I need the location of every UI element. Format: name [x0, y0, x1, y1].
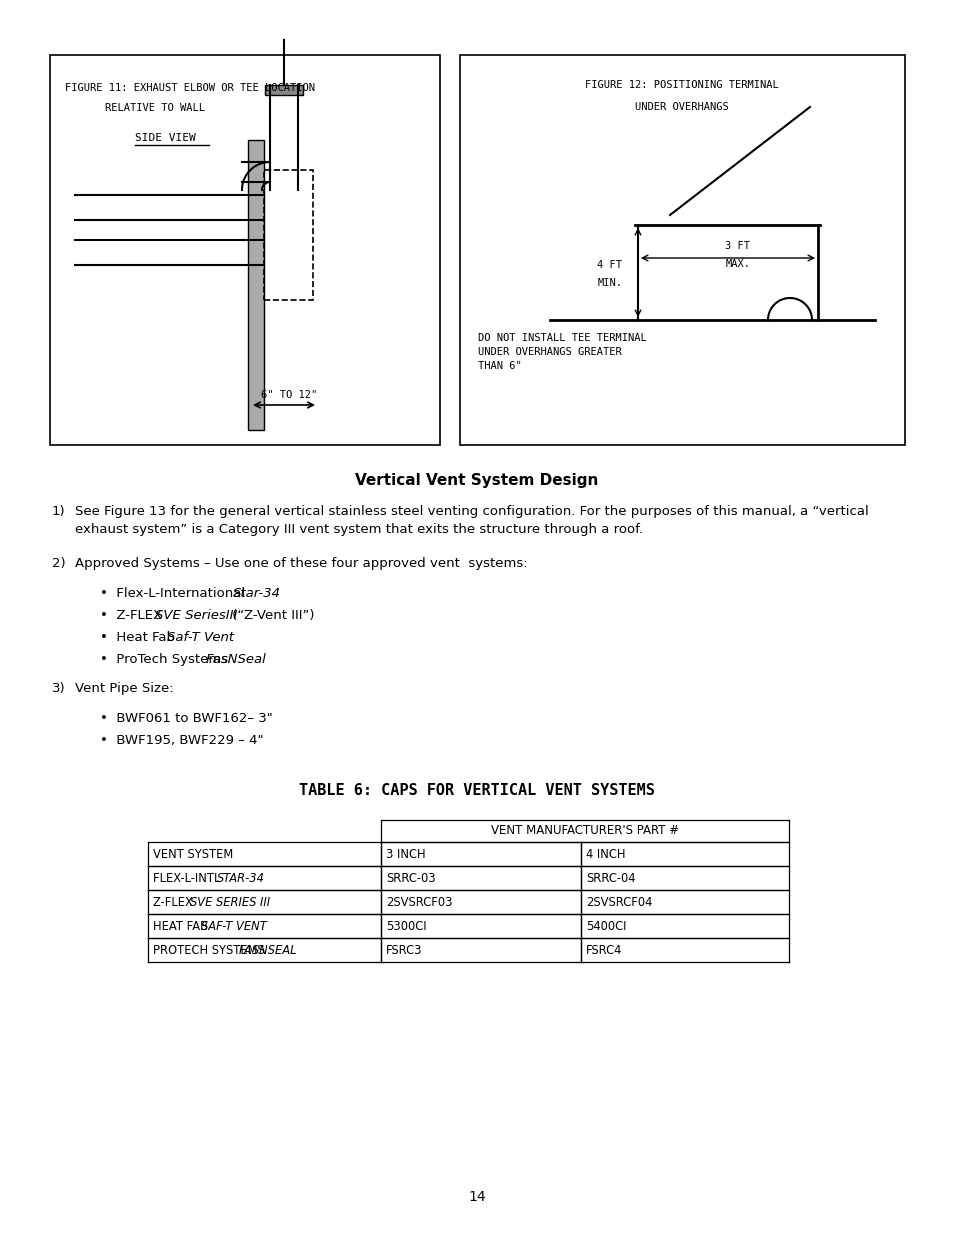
Bar	[50, 56, 439, 445]
Text: Saf-T Vent: Saf-T Vent	[167, 631, 233, 643]
Text: 4 FT: 4 FT	[597, 261, 622, 270]
Text: Z-FLEX: Z-FLEX	[152, 895, 196, 909]
Bar	[264, 170, 313, 300]
Text: MIN.: MIN.	[597, 278, 622, 288]
Text: •  BWF061 to BWF162– 3": • BWF061 to BWF162– 3"	[100, 713, 273, 725]
Text: HEAT FAB: HEAT FAB	[152, 920, 212, 932]
Text: 1): 1)	[52, 505, 66, 517]
Text: 3): 3)	[52, 682, 66, 695]
Text: 2SVSRCF04: 2SVSRCF04	[585, 895, 652, 909]
Text: PROTECH SYSTEMS: PROTECH SYSTEMS	[152, 944, 268, 956]
Text: DO NOT INSTALL TEE TERMINAL
UNDER OVERHANGS GREATER
THAN 6": DO NOT INSTALL TEE TERMINAL UNDER OVERHA…	[477, 333, 646, 370]
Text: UNDER OVERHANGS: UNDER OVERHANGS	[635, 103, 728, 112]
Text: Vertical Vent System Design: Vertical Vent System Design	[355, 473, 598, 488]
Text: •  Flex-L-International: • Flex-L-International	[100, 587, 249, 600]
Text: TABLE 6: CAPS FOR VERTICAL VENT SYSTEMS: TABLE 6: CAPS FOR VERTICAL VENT SYSTEMS	[298, 783, 655, 798]
Text: (“Z-Vent III”): (“Z-Vent III”)	[228, 609, 314, 622]
Text: FSRC3: FSRC3	[386, 944, 422, 956]
Text: See Figure 13 for the general vertical stainless steel venting configuration. Fo: See Figure 13 for the general vertical s…	[75, 505, 868, 536]
Bar	[265, 85, 303, 95]
Text: RELATIVE TO WALL: RELATIVE TO WALL	[105, 103, 205, 112]
Text: •  Heat Fab: • Heat Fab	[100, 631, 179, 643]
Text: 5300CI: 5300CI	[386, 920, 426, 932]
Text: FIGURE 11: EXHAUST ELBOW OR TEE LOCATION: FIGURE 11: EXHAUST ELBOW OR TEE LOCATION	[65, 83, 314, 93]
Text: •  BWF195, BWF229 – 4": • BWF195, BWF229 – 4"	[100, 734, 263, 747]
Text: VENT SYSTEM: VENT SYSTEM	[152, 847, 233, 861]
Text: SIDE VIEW: SIDE VIEW	[135, 133, 195, 143]
Text: 3 INCH: 3 INCH	[386, 847, 425, 861]
Text: 14: 14	[468, 1191, 485, 1204]
Bar	[459, 56, 904, 445]
Text: •  Z-FLEX: • Z-FLEX	[100, 609, 166, 622]
Text: SVE SERIES III: SVE SERIES III	[191, 895, 271, 909]
Text: 2): 2)	[52, 557, 66, 571]
Text: FasNSeal: FasNSeal	[205, 653, 266, 666]
Text: SRRC-04: SRRC-04	[585, 872, 635, 884]
Text: FSRC4: FSRC4	[585, 944, 621, 956]
Text: Approved Systems – Use one of these four approved vent  systems:: Approved Systems – Use one of these four…	[75, 557, 527, 571]
Text: 6" TO 12": 6" TO 12"	[260, 390, 316, 400]
Text: SVE SeriesIII: SVE SeriesIII	[155, 609, 237, 622]
Text: Vent Pipe Size:: Vent Pipe Size:	[75, 682, 173, 695]
Text: 2SVSRCF03: 2SVSRCF03	[386, 895, 452, 909]
Text: SRRC-03: SRRC-03	[386, 872, 436, 884]
Text: MAX.: MAX.	[724, 259, 750, 269]
Text: FASNSEAL: FASNSEAL	[238, 944, 296, 956]
Text: VENT MANUFACTURER'S PART #: VENT MANUFACTURER'S PART #	[491, 825, 679, 837]
Text: 5400CI: 5400CI	[585, 920, 626, 932]
Text: Star-34: Star-34	[233, 587, 281, 600]
Text: •  ProTech Systems: • ProTech Systems	[100, 653, 233, 666]
Text: 3 FT: 3 FT	[724, 241, 750, 251]
Text: 4 INCH: 4 INCH	[585, 847, 625, 861]
Text: FLEX-L-INTL: FLEX-L-INTL	[152, 872, 224, 884]
Text: FIGURE 12: POSITIONING TERMINAL: FIGURE 12: POSITIONING TERMINAL	[584, 80, 778, 90]
Text: STAR-34: STAR-34	[217, 872, 265, 884]
Text: SAF-T VENT: SAF-T VENT	[201, 920, 267, 932]
Bar	[248, 140, 264, 430]
